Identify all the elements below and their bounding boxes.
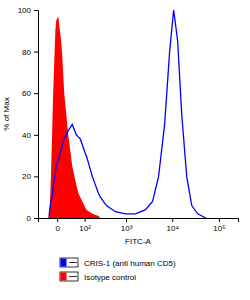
tick-label: 10⁴ <box>167 224 180 233</box>
legend-frame <box>60 258 78 267</box>
axis-line <box>34 11 39 219</box>
tick: 10² <box>79 218 91 233</box>
tick: 10⁴ <box>167 218 180 233</box>
tick-mark <box>85 218 86 222</box>
tick-mark <box>34 52 38 53</box>
tick-label: 10³ <box>121 224 133 233</box>
tick-label: 100 <box>18 6 32 15</box>
tick-mark <box>57 218 58 222</box>
tick: 80 <box>22 48 38 57</box>
chart: 0 10² 10³ 10⁴ 10⁵ 0 20 40 60 80 100 FITC-A % of Max C… <box>0 0 250 300</box>
legend-swatch <box>61 273 67 281</box>
legend-icon-line <box>69 276 77 277</box>
tick-mark <box>219 218 220 222</box>
x-axis-title: FITC-A <box>125 237 151 246</box>
plot: 0 10² 10³ 10⁴ 10⁵ 0 20 40 60 80 100 <box>18 6 239 233</box>
tick-mark <box>126 218 127 222</box>
tick-mark <box>172 218 173 222</box>
tick-mark <box>34 10 38 11</box>
tick: 100 <box>18 6 38 15</box>
tick-label: 20 <box>22 172 31 181</box>
tick-label: 0 <box>55 224 60 233</box>
tick: 40 <box>22 131 38 140</box>
x-axis: 0 10² 10³ 10⁴ 10⁵ <box>39 218 239 233</box>
legend-swatch <box>61 259 67 267</box>
tick-label: 40 <box>22 131 31 140</box>
legend-item: CRIS-1 (anti human CD5) <box>60 258 176 268</box>
tick-mark <box>34 218 38 219</box>
legend-label: Isotype control <box>84 273 136 282</box>
tick: 0 <box>55 218 60 233</box>
tick: 0 <box>27 214 38 223</box>
marks <box>49 10 206 218</box>
tick-label: 80 <box>22 48 31 57</box>
line <box>49 10 206 218</box>
axis-line <box>39 219 239 223</box>
legend-label: CRIS-1 (anti human CD5) <box>84 259 176 268</box>
y-axis-title: % of Max <box>2 97 11 130</box>
tick-label: 60 <box>22 89 31 98</box>
tick-mark <box>34 135 38 136</box>
tick-mark <box>34 176 38 177</box>
legend-frame <box>60 272 78 281</box>
tick-label: 10⁵ <box>213 224 225 233</box>
legend-item: Isotype control <box>60 272 136 282</box>
tick-label: 0 <box>27 214 32 223</box>
area <box>49 16 100 218</box>
y-axis: 0 20 40 60 80 100 <box>18 6 39 223</box>
tick: 60 <box>22 89 38 98</box>
legend: CRIS-1 (anti human CD5) Isotype control <box>60 258 176 282</box>
tick: 20 <box>22 172 38 181</box>
tick-mark <box>34 93 38 94</box>
tick: 10³ <box>121 218 133 233</box>
tick-label: 10² <box>79 224 91 233</box>
legend-icon-line <box>69 262 77 263</box>
tick: 10⁵ <box>213 218 225 233</box>
